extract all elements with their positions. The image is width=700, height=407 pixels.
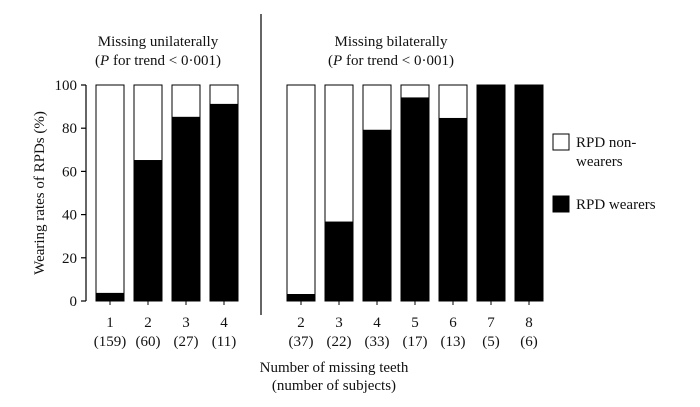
- labels: 0 20 40 60 80 100 Wearing rates of RPDs (%) 1 (1…: [32, 34, 538, 394]
- bar-wearers: [95, 292, 125, 302]
- bar-wearers: [286, 294, 316, 302]
- bar-wearers: [324, 221, 354, 302]
- subject-count-label: (6): [520, 334, 538, 350]
- y-tick-label: 100: [55, 78, 78, 94]
- subject-count-label: (11): [212, 334, 236, 350]
- subject-count-label: (37): [289, 334, 314, 350]
- bar-wearers: [438, 117, 468, 302]
- x-tick-label: 5: [411, 315, 419, 331]
- subject-count-label: (22): [327, 334, 352, 350]
- x-tick-label: 4: [373, 315, 381, 331]
- bar-non-wearers: [362, 84, 392, 131]
- y-tick-label: 40: [62, 208, 77, 224]
- y-tick-label: 0: [70, 294, 78, 310]
- y-tick-label: 60: [62, 164, 77, 180]
- bar-wearers: [476, 84, 506, 302]
- subject-count-label: (5): [482, 334, 500, 350]
- bar-non-wearers: [209, 84, 239, 105]
- x-tick-label: 2: [297, 315, 305, 331]
- bar-non-wearers: [400, 84, 430, 99]
- subject-count-label: (27): [174, 334, 199, 350]
- bar-non-wearers: [286, 84, 316, 296]
- bar-non-wearers: [171, 84, 201, 118]
- legend-swatch: [552, 133, 570, 151]
- x-tick-label: 4: [220, 315, 228, 331]
- x-tick-label: 2: [144, 315, 152, 331]
- x-tick-label: 1: [106, 315, 114, 331]
- bar-wearers: [514, 84, 544, 302]
- legend-label: RPD wearers: [576, 197, 656, 213]
- subject-count-label: (33): [365, 334, 390, 350]
- bar-wearers: [362, 129, 392, 302]
- y-tick-label: 20: [62, 251, 77, 267]
- bar-non-wearers: [324, 84, 354, 223]
- y-axis-title: Wearing rates of RPDs (%): [32, 111, 48, 275]
- bar-wearers: [171, 116, 201, 302]
- x-tick-label: 6: [449, 315, 457, 331]
- x-tick-label: 3: [335, 315, 343, 331]
- bar-wearers: [400, 97, 430, 302]
- subject-count-label: (13): [441, 334, 466, 350]
- subject-count-label: (17): [403, 334, 428, 350]
- x-tick-label: 3: [182, 315, 190, 331]
- legend-swatch: [552, 195, 570, 213]
- legend-label: RPD non-: [576, 135, 636, 151]
- panel-title: Missing bilaterally: [335, 34, 448, 50]
- bars: [95, 84, 544, 302]
- legend-label-line2: wearers: [576, 154, 623, 170]
- bar-non-wearers: [438, 84, 468, 119]
- panel-subtitle: (P for trend < 0·001): [328, 53, 454, 69]
- y-tick-label: 80: [62, 121, 77, 137]
- bar-wearers: [209, 103, 239, 302]
- bar-non-wearers: [133, 84, 163, 162]
- panel-subtitle: (P for trend < 0·001): [95, 53, 221, 69]
- legend: RPD non-wearers RPD wearers: [552, 133, 656, 213]
- x-axis-title: Number of missing teeth: [260, 360, 409, 376]
- panel-title: Missing unilaterally: [98, 34, 219, 50]
- axes: [81, 14, 530, 315]
- x-axis-subtitle: (number of subjects): [272, 378, 396, 394]
- subject-count-label: (60): [136, 334, 161, 350]
- x-tick-label: 8: [525, 315, 533, 331]
- bar-non-wearers: [95, 84, 125, 294]
- subject-count-label: (159): [94, 334, 127, 350]
- x-tick-label: 7: [487, 315, 495, 331]
- bar-wearers: [133, 160, 163, 302]
